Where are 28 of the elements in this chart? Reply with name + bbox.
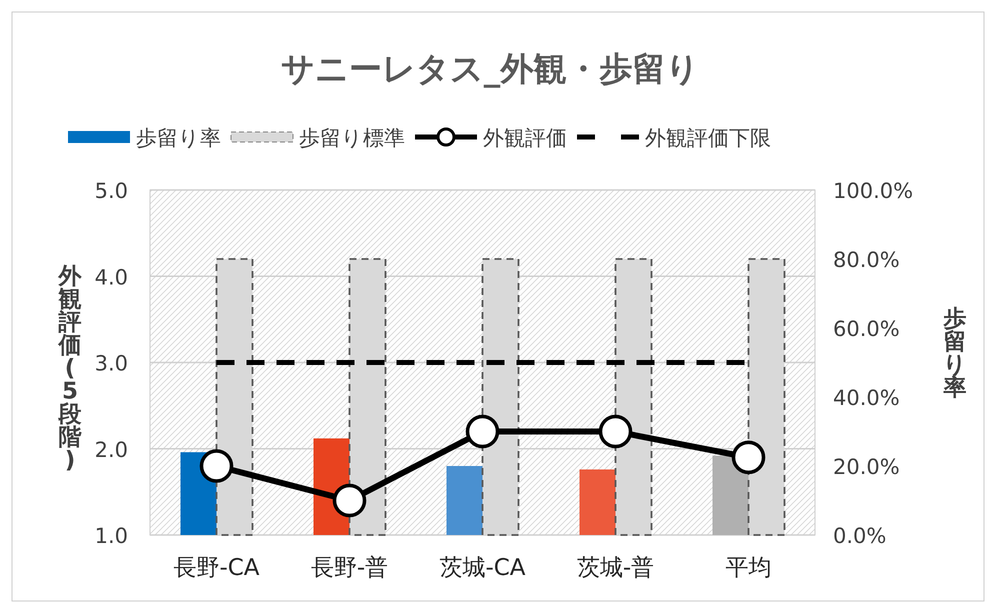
legend-label: 外観評価下限 bbox=[645, 126, 771, 150]
y-tick-label: 1.0 bbox=[94, 524, 128, 548]
x-tick-label: 長野-CA bbox=[173, 555, 260, 581]
point bbox=[466, 414, 500, 448]
legend-label: 歩留り率 bbox=[136, 126, 221, 150]
y2-tick-label: 20.0% bbox=[833, 455, 900, 479]
y-tick-label: 2.0 bbox=[94, 438, 128, 462]
point bbox=[200, 449, 234, 483]
y-tick-label: 5.0 bbox=[94, 179, 128, 203]
y2-tick-label: 40.0% bbox=[833, 386, 900, 410]
x-tick-label: 茨城-CA bbox=[439, 555, 526, 581]
y2-tick-label: 60.0% bbox=[833, 317, 900, 341]
legend-label: 外観評価 bbox=[483, 126, 567, 150]
y-tick-label: 3.0 bbox=[94, 352, 128, 376]
legend-label: 歩留り標準 bbox=[299, 126, 405, 150]
text: 外観評価(5段階) bbox=[58, 264, 82, 474]
point bbox=[598, 414, 632, 448]
point bbox=[332, 484, 366, 518]
y2-tick-label: 100.0% bbox=[833, 179, 914, 203]
x-tick-label: 長野-普 bbox=[310, 555, 388, 581]
y2-tick-label: 80.0% bbox=[833, 248, 900, 272]
x-tick-label: 茨城-普 bbox=[576, 555, 654, 581]
x-tick-label: 平均 bbox=[726, 555, 772, 581]
y2-tick-label: 0.0% bbox=[833, 524, 886, 548]
point bbox=[732, 440, 766, 474]
chart-title: サニーレタス_外観・歩留り bbox=[280, 49, 700, 88]
y-tick-label: 4.0 bbox=[94, 265, 128, 290]
y2-axis-title: 歩留り率 bbox=[942, 306, 967, 402]
